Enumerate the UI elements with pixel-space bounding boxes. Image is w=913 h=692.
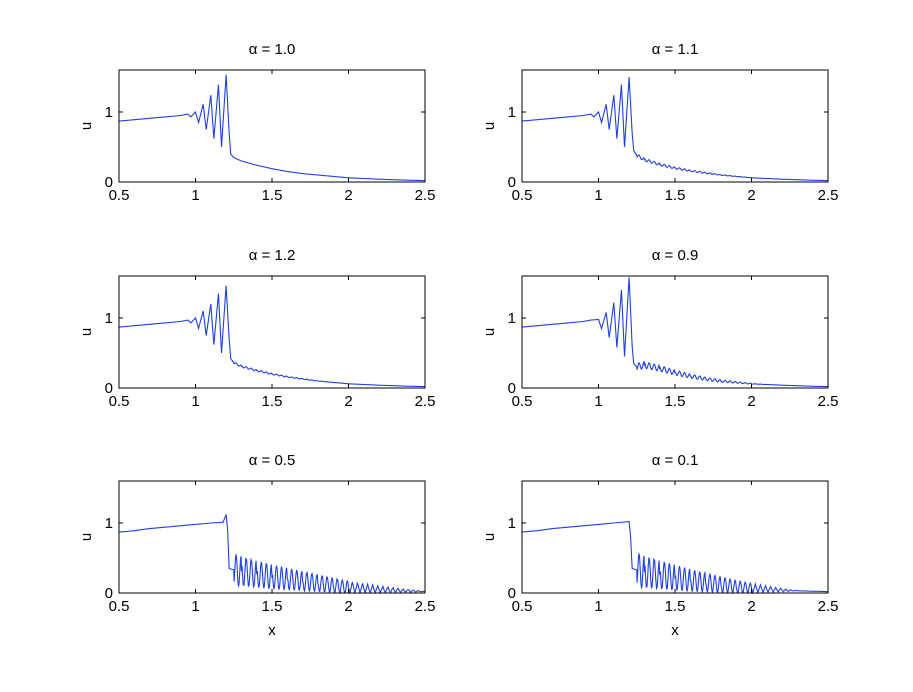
- x-tick-label: 1: [191, 187, 199, 204]
- x-tick-label: 1: [594, 598, 602, 615]
- x-tick-label: 1.5: [262, 598, 283, 615]
- subplot-title: α = 0.5: [249, 452, 296, 469]
- y-axis-label: u: [481, 122, 498, 130]
- y-tick-label: 1: [508, 515, 516, 532]
- x-tick-label: 2: [344, 187, 352, 204]
- series-line: [521, 521, 829, 595]
- subplot-4: 0.5 1 1.5 2 2.5 0 1 α = 0.9 u: [481, 247, 838, 410]
- x-tick-label: 1: [594, 187, 602, 204]
- y-tick-label: 0: [508, 174, 516, 191]
- x-tick-label: 0.5: [512, 393, 533, 410]
- x-axis-label: x: [671, 622, 679, 639]
- y-axis-label: u: [78, 533, 95, 541]
- x-tick-label: 1.5: [262, 393, 283, 410]
- subplot-2: 0.5 1 1.5 2 2.5 0 1 α = 1.1 u: [481, 41, 838, 204]
- x-tick-label: 2.5: [415, 187, 436, 204]
- x-tick-label: 1: [594, 393, 602, 410]
- y-axis-label: u: [481, 533, 498, 541]
- series-line: [521, 277, 829, 388]
- y-axis-label: u: [78, 328, 95, 336]
- subplot-6: 0.5 1 1.5 2 2.5 0 1 α = 0.1 u x: [481, 452, 838, 639]
- series-line: [118, 74, 426, 182]
- y-tick-label: 1: [105, 515, 113, 532]
- y-tick-label: 1: [105, 104, 113, 121]
- x-tick-label: 2: [747, 187, 755, 204]
- subplot-title: α = 0.9: [652, 247, 699, 264]
- x-tick-label: 2.5: [818, 598, 839, 615]
- subplot-title: α = 1.0: [249, 41, 296, 58]
- x-tick-label: 2.5: [415, 393, 436, 410]
- x-tick-label: 1.5: [262, 187, 283, 204]
- series-line: [521, 76, 829, 182]
- x-tick-label: 2.5: [415, 598, 436, 615]
- y-tick-label: 0: [508, 585, 516, 602]
- x-tick-label: 2: [747, 393, 755, 410]
- x-tick-label: 1.5: [665, 598, 686, 615]
- y-axis-label: u: [481, 328, 498, 336]
- y-tick-label: 0: [105, 585, 113, 602]
- x-tick-label: 1: [191, 598, 199, 615]
- x-tick-label: 2.5: [818, 393, 839, 410]
- x-tick-label: 2.5: [818, 187, 839, 204]
- x-tick-label: 0.5: [512, 187, 533, 204]
- series-line: [118, 514, 426, 595]
- subplot-1: 0.5 1 1.5 2 2.5 0 1 α = 1.0 u: [78, 41, 435, 204]
- x-tick-label: 0.5: [109, 393, 130, 410]
- x-tick-label: 0.5: [109, 598, 130, 615]
- x-tick-label: 2: [344, 393, 352, 410]
- x-tick-label: 1.5: [665, 187, 686, 204]
- subplot-title: α = 0.1: [652, 452, 699, 469]
- series-line: [118, 285, 426, 388]
- y-tick-label: 0: [105, 380, 113, 397]
- x-tick-label: 1.5: [665, 393, 686, 410]
- subplot-title: α = 1.2: [249, 247, 296, 264]
- subplot-3: 0.5 1 1.5 2 2.5 0 1 α = 1.2 u: [78, 247, 435, 410]
- x-tick-label: 0.5: [512, 598, 533, 615]
- x-tick-label: 2: [344, 598, 352, 615]
- x-tick-label: 0.5: [109, 187, 130, 204]
- x-tick-label: 2: [747, 598, 755, 615]
- y-tick-label: 1: [105, 310, 113, 327]
- y-tick-label: 0: [508, 380, 516, 397]
- axes-box: [118, 275, 426, 389]
- y-tick-label: 1: [508, 310, 516, 327]
- y-axis-label: u: [78, 122, 95, 130]
- x-axis-label: x: [268, 622, 276, 639]
- x-tick-label: 1: [191, 393, 199, 410]
- subplot-title: α = 1.1: [652, 41, 699, 58]
- y-tick-label: 1: [508, 104, 516, 121]
- subplot-5: 0.5 1 1.5 2 2.5 0 1 α = 0.5 u x: [78, 452, 435, 639]
- y-tick-label: 0: [105, 174, 113, 191]
- axes-box: [521, 69, 829, 183]
- axes-box: [118, 69, 426, 183]
